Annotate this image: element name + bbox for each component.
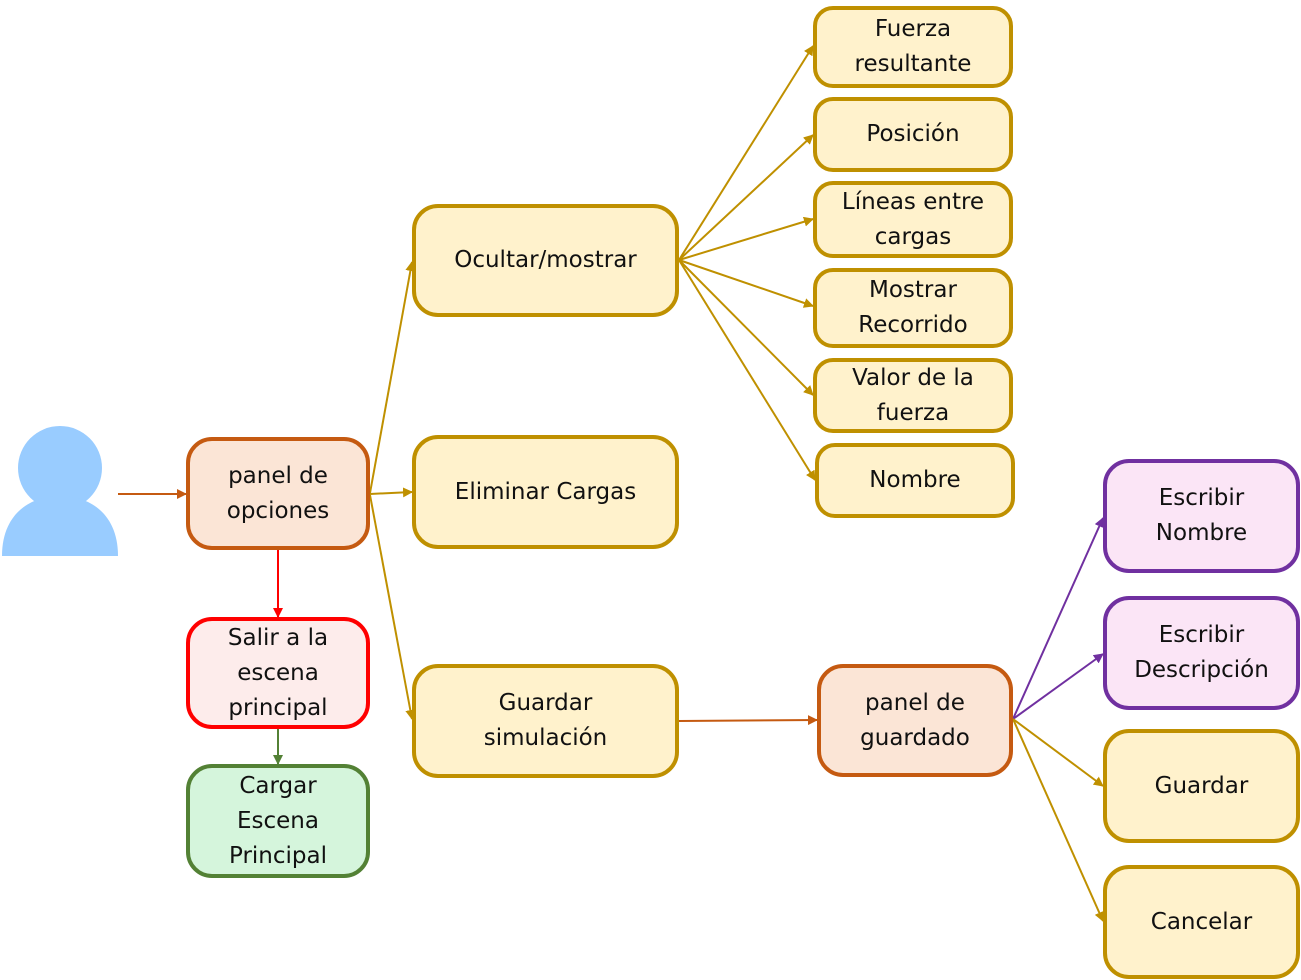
node-salir-escena-principal[interactable]: Salir a la escena principal xyxy=(186,617,370,729)
arrow-ocultar-to-recorrido xyxy=(678,259,814,308)
node-mostrar-recorrido[interactable]: Mostrar Recorrido xyxy=(813,268,1013,348)
node-guardar-simulacion[interactable]: Guardar simulación xyxy=(412,664,679,778)
node-escribir-descripcion[interactable]: Escribir Descripción xyxy=(1103,596,1300,710)
arrow-guardar-sim-to-panel-guardado xyxy=(678,715,818,726)
arrow-ocultar-to-posicion xyxy=(678,134,814,261)
arrow-panel-guardado-to-guardar xyxy=(1012,718,1104,787)
node-nombre[interactable]: Nombre xyxy=(815,443,1015,518)
arrow-ocultar-to-lineas xyxy=(678,216,814,261)
node-cancelar[interactable]: Cancelar xyxy=(1103,865,1300,979)
arrow-ocultar-to-nombre xyxy=(678,259,816,481)
node-cargar-escena-principal[interactable]: Cargar Escena Principal xyxy=(186,764,370,878)
arrow-ocultar-to-fuerza-resultante xyxy=(678,45,814,261)
arrow-panel-guardado-to-cancelar xyxy=(1012,718,1104,922)
node-posicion[interactable]: Posición xyxy=(813,97,1013,172)
node-ocultar-mostrar[interactable]: Ocultar/mostrar xyxy=(412,204,679,317)
node-escribir-nombre[interactable]: Escribir Nombre xyxy=(1103,459,1300,573)
node-fuerza-resultante[interactable]: Fuerza resultante xyxy=(813,6,1013,88)
arrow-panel-to-guardar-sim xyxy=(369,494,416,720)
arrow-panel-guardado-to-escribir-desc xyxy=(1012,653,1104,720)
node-valor-de-la-fuerza[interactable]: Valor de la fuerza xyxy=(813,358,1013,433)
arrow-ocultar-to-valor-fuerza xyxy=(678,259,814,396)
node-eliminar-cargas[interactable]: Eliminar Cargas xyxy=(412,435,679,549)
node-panel-opciones[interactable]: panel de opciones xyxy=(186,437,370,550)
node-lineas-entre-cargas[interactable]: Líneas entre cargas xyxy=(813,181,1013,258)
arrow-panel-to-eliminar xyxy=(369,487,413,498)
arrow-panel-to-ocultar xyxy=(369,261,416,494)
user-icon xyxy=(2,426,118,556)
node-guardar[interactable]: Guardar xyxy=(1103,729,1300,843)
node-panel-guardado[interactable]: panel de guardado xyxy=(817,664,1013,777)
arrow-panel-guardado-to-escribir-nombre xyxy=(1012,517,1104,720)
